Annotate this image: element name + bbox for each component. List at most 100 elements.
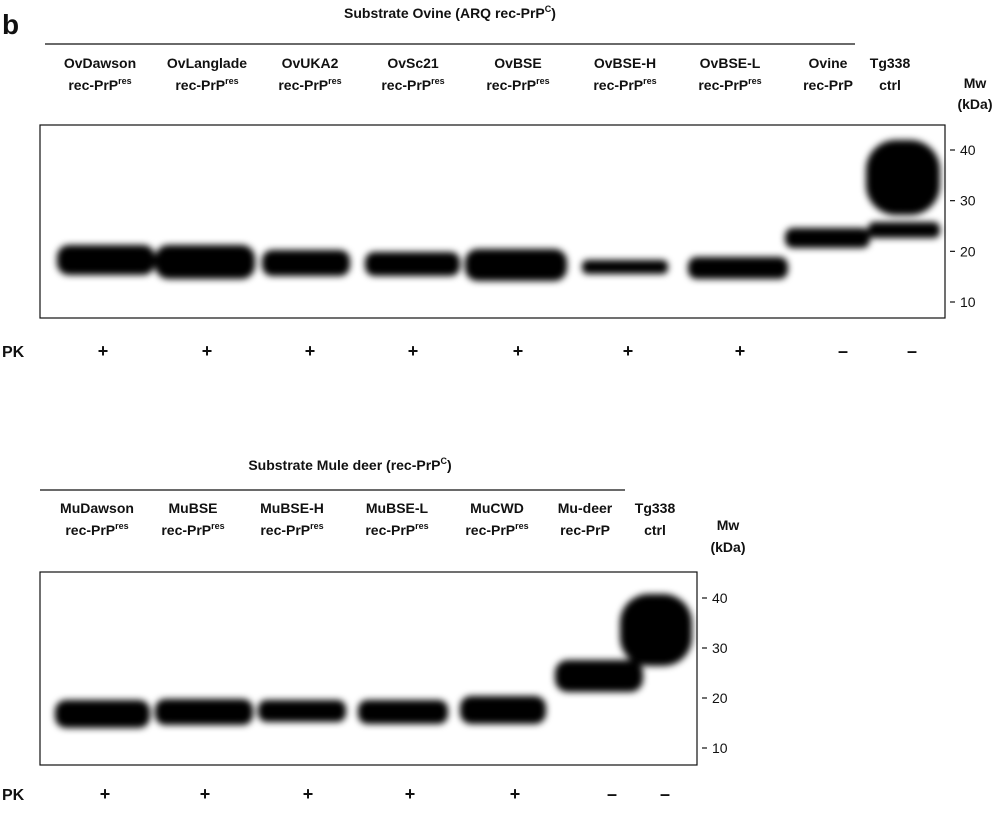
pk-sign: + bbox=[405, 784, 416, 804]
panel-title: Substrate Ovine (ARQ rec-PrPC) bbox=[344, 4, 556, 21]
band bbox=[258, 700, 346, 722]
lane-subtitle: rec-PrPres bbox=[381, 76, 444, 93]
lane-name: MuCWD bbox=[470, 500, 524, 516]
band bbox=[465, 249, 567, 281]
pk-sign: + bbox=[303, 784, 314, 804]
figure: b Substrate Ovine (ARQ rec-PrPC) OvDawson… bbox=[0, 0, 998, 814]
pk-sign: + bbox=[100, 784, 111, 804]
title-text: Substrate Mule deer (rec-PrP bbox=[248, 457, 440, 473]
lane-subtitle: ctrl bbox=[879, 77, 901, 93]
mw-unit: (kDa) bbox=[710, 539, 745, 555]
mw-tick-label: 10 bbox=[960, 294, 976, 310]
band bbox=[620, 594, 692, 666]
lane-sup: res bbox=[115, 521, 129, 531]
lane-name: OvLanglade bbox=[167, 55, 247, 71]
mw-tick-label: 20 bbox=[712, 690, 728, 706]
mw-tick-label: 30 bbox=[960, 193, 976, 209]
mw-tick-label: 30 bbox=[712, 640, 728, 656]
lane-subtitle: rec-PrPres bbox=[161, 521, 224, 538]
lane-subtitle: rec-PrP bbox=[560, 522, 610, 538]
lane-sup: res bbox=[310, 521, 324, 531]
band bbox=[688, 257, 788, 279]
lane-subtitle: rec-PrP bbox=[803, 77, 853, 93]
lane-sup: res bbox=[225, 76, 239, 86]
panel-label: b bbox=[2, 9, 19, 40]
lane-line2: rec-PrP bbox=[465, 522, 515, 538]
panel-title: Substrate Mule deer (rec-PrPC) bbox=[248, 456, 451, 473]
band bbox=[866, 140, 940, 215]
lane-name: OvSc21 bbox=[387, 55, 439, 71]
lane-subtitle: rec-PrPres bbox=[260, 521, 323, 538]
lane-name: OvUKA2 bbox=[282, 55, 339, 71]
pk-sign: + bbox=[305, 341, 316, 361]
lane-sup: res bbox=[643, 76, 657, 86]
pk-sign: – bbox=[607, 784, 617, 804]
lane-sup: res bbox=[415, 521, 429, 531]
lane-subtitle: rec-PrPres bbox=[698, 76, 761, 93]
mw-unit: (kDa) bbox=[957, 96, 992, 112]
lane-name: MuBSE-H bbox=[260, 500, 324, 516]
lane-subtitle: rec-PrPres bbox=[486, 76, 549, 93]
band bbox=[582, 260, 668, 274]
lane-sup: res bbox=[118, 76, 132, 86]
mw-tick-label: 10 bbox=[712, 740, 728, 756]
lane-line2: rec-PrP bbox=[161, 522, 211, 538]
pk-sign: + bbox=[510, 784, 521, 804]
pk-sign: – bbox=[838, 341, 848, 361]
lane-sup: res bbox=[536, 76, 550, 86]
lane-name: OvBSE-H bbox=[594, 55, 656, 71]
lane-line2: rec-PrP bbox=[381, 77, 431, 93]
lane-line2: ctrl bbox=[879, 77, 901, 93]
band bbox=[868, 222, 940, 238]
lane-line2: rec-PrP bbox=[560, 522, 610, 538]
lane-name: OvBSE-L bbox=[700, 55, 761, 71]
lane-name: MuBSE bbox=[169, 500, 218, 516]
pk-sign: + bbox=[98, 341, 109, 361]
mw-label: Mw bbox=[964, 75, 987, 91]
band bbox=[358, 700, 448, 724]
lane-name: OvDawson bbox=[64, 55, 136, 71]
blot-frame bbox=[40, 125, 945, 318]
lane-sup: res bbox=[211, 521, 225, 531]
pk-sign: – bbox=[660, 784, 670, 804]
pk-sign: + bbox=[623, 341, 634, 361]
lane-line2: rec-PrP bbox=[260, 522, 310, 538]
lane-name: Ovine bbox=[809, 55, 848, 71]
lane-sup: res bbox=[328, 76, 342, 86]
lane-sup: res bbox=[515, 521, 529, 531]
pk-label: PK bbox=[2, 344, 25, 361]
lane-name: MuBSE-L bbox=[366, 500, 429, 516]
lane-line2: rec-PrP bbox=[278, 77, 328, 93]
lane-line2: rec-PrP bbox=[698, 77, 748, 93]
lane-subtitle: rec-PrPres bbox=[465, 521, 528, 538]
title-text: Substrate Ovine (ARQ rec-PrP bbox=[344, 5, 545, 21]
mw-label: Mw bbox=[717, 517, 740, 533]
lane-name: Tg338 bbox=[635, 500, 676, 516]
band bbox=[55, 700, 150, 728]
lane-sup: res bbox=[431, 76, 445, 86]
lane-name: MuDawson bbox=[60, 500, 134, 516]
lane-name: OvBSE bbox=[494, 55, 541, 71]
pk-sign: + bbox=[202, 341, 213, 361]
lane-line2: rec-PrP bbox=[175, 77, 225, 93]
band bbox=[365, 252, 460, 276]
band bbox=[262, 250, 350, 276]
band bbox=[460, 696, 546, 724]
pk-sign: + bbox=[408, 341, 419, 361]
pk-sign: + bbox=[513, 341, 524, 361]
lane-line2: rec-PrP bbox=[593, 77, 643, 93]
band bbox=[155, 245, 255, 279]
lane-subtitle: rec-PrPres bbox=[68, 76, 131, 93]
lane-line2: rec-PrP bbox=[486, 77, 536, 93]
lane-subtitle: rec-PrPres bbox=[65, 521, 128, 538]
lane-line2: rec-PrP bbox=[65, 522, 115, 538]
mw-tick-label: 20 bbox=[960, 243, 976, 259]
pk-sign: – bbox=[907, 341, 917, 361]
lane-line2: rec-PrP bbox=[68, 77, 118, 93]
pk-label: PK bbox=[2, 787, 25, 804]
mw-tick-label: 40 bbox=[712, 590, 728, 606]
band bbox=[785, 228, 870, 248]
lane-subtitle: rec-PrPres bbox=[278, 76, 341, 93]
band bbox=[155, 699, 253, 725]
title-tail: ) bbox=[551, 5, 556, 21]
